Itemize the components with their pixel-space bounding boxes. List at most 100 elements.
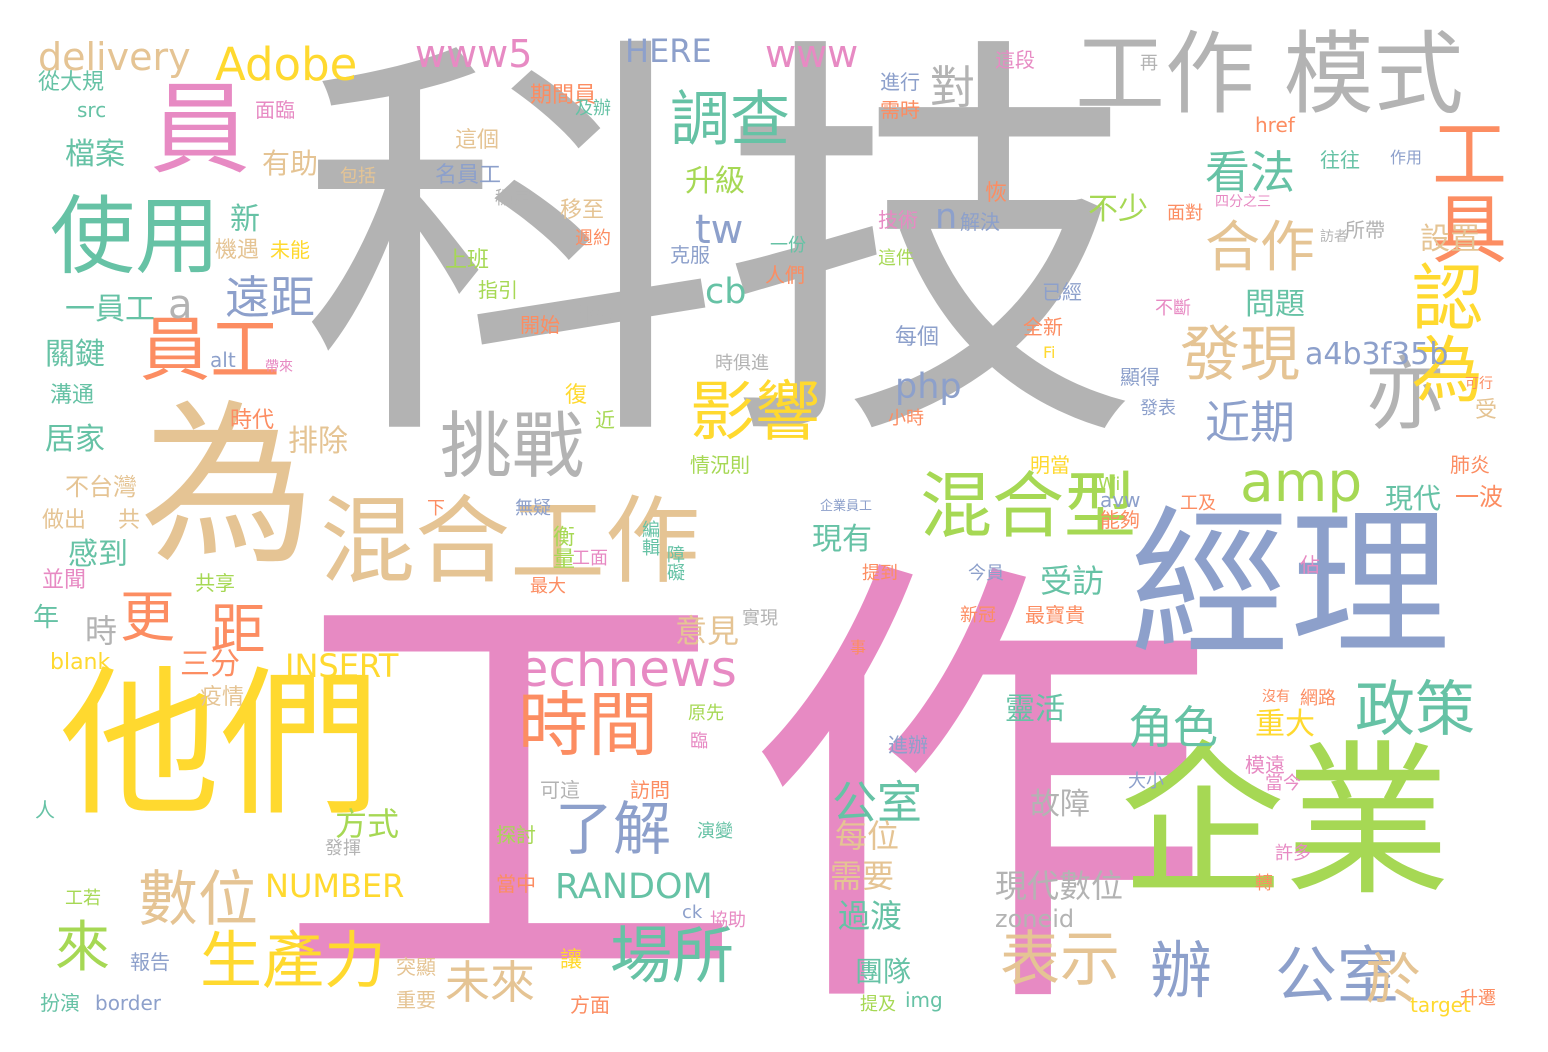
cloud-word: 共 — [118, 508, 141, 533]
cloud-word: 技術 — [878, 208, 918, 232]
cloud-word: 升級 — [685, 164, 745, 199]
cloud-word: 認為 — [1399, 260, 1483, 404]
cloud-word: 包括 — [340, 166, 376, 187]
cloud-word: php — [895, 367, 962, 407]
cloud-word: 團隊 — [855, 955, 912, 988]
cloud-word: 每位 — [835, 817, 900, 855]
cloud-word: 情況則 — [690, 453, 750, 477]
cloud-word: 可這 — [540, 778, 580, 802]
cloud-word: 原先 — [688, 703, 724, 724]
cloud-word: 員工 — [140, 309, 280, 391]
cloud-word: 做出 — [42, 508, 87, 533]
cloud-word: 這段 — [995, 48, 1035, 72]
cloud-word: 工面 — [572, 548, 608, 569]
cloud-word: src — [77, 98, 107, 122]
cloud-word: 居家 — [45, 422, 105, 457]
cloud-word: 三分 — [180, 647, 240, 682]
cloud-word: avw — [1100, 488, 1141, 512]
cloud-word: Adobe — [215, 38, 358, 91]
cloud-word: 演變 — [697, 821, 733, 842]
cloud-word: 期間員 — [530, 83, 597, 108]
cloud-word: 未能 — [270, 238, 310, 262]
cloud-word: 穩定 — [495, 188, 531, 209]
cloud-word: Wi — [1098, 474, 1121, 495]
cloud-word: 這個 — [455, 128, 500, 153]
cloud-word: href — [1255, 113, 1295, 137]
cloud-word: 工若 — [65, 888, 101, 909]
cloud-word: 亦 — [1365, 348, 1445, 441]
cloud-word: 受訪 — [1040, 562, 1105, 600]
cloud-word: 感到 — [68, 537, 128, 572]
cloud-word: 受 — [1475, 398, 1498, 423]
cloud-word: 關鍵 — [45, 337, 105, 372]
cloud-word: 移至 — [560, 198, 605, 223]
cloud-word: 這件 — [878, 248, 914, 269]
cloud-word: 模遠 — [1245, 753, 1285, 777]
cloud-word: 經理 — [1130, 491, 1451, 678]
cloud-word: a4b3f35b — [1305, 337, 1449, 372]
cloud-word: 所帶 — [1345, 218, 1385, 242]
cloud-word: 週約 — [575, 228, 611, 249]
cloud-word: 升遷 — [1460, 988, 1496, 1009]
cloud-word: 需要 — [830, 857, 895, 895]
cloud-word: 公室 — [832, 776, 923, 829]
cloud-word: 近期 — [1205, 396, 1296, 449]
cloud-word: RANDOM — [555, 867, 713, 907]
cloud-word: 現代數位 — [995, 867, 1124, 905]
cloud-word: 突顯 — [396, 955, 436, 979]
cloud-word: 對 — [930, 61, 976, 114]
cloud-word: 影響 — [690, 375, 821, 450]
cloud-word: 網路 — [1300, 688, 1336, 709]
cloud-word: 復 — [565, 383, 588, 408]
cloud-word: n — [935, 197, 958, 237]
cloud-word: 顯得 — [1120, 365, 1160, 389]
cloud-word: 機遇 — [215, 238, 260, 263]
cloud-word: 上班 — [445, 248, 490, 273]
cloud-word: border — [95, 991, 162, 1015]
cloud-word: img — [905, 988, 943, 1012]
cloud-word: 近 — [595, 408, 615, 432]
cloud-word: 一份 — [770, 235, 806, 256]
cloud-word: 混合型 — [920, 464, 1137, 548]
cloud-word: 提及 — [860, 994, 896, 1015]
cloud-word: 全新 — [1023, 315, 1063, 339]
cloud-word: 設置 — [1420, 222, 1480, 257]
cloud-word: 公室 — [1275, 939, 1400, 1012]
cloud-word: 靈活 — [1005, 692, 1065, 727]
cloud-word: www5 — [415, 32, 533, 76]
cloud-word: 事 — [850, 638, 867, 657]
cloud-word: 無疑 — [515, 498, 551, 519]
cloud-word: 已經 — [1042, 280, 1082, 304]
cloud-word: cb — [705, 272, 747, 312]
cloud-word: 遠距 — [225, 271, 316, 324]
cloud-word: 轉 — [1255, 873, 1273, 894]
cloud-word: 佔 — [1300, 553, 1320, 577]
cloud-word: 最大 — [530, 576, 566, 597]
cloud-word: alt — [210, 348, 236, 372]
cloud-word: NUMBER — [265, 867, 405, 905]
cloud-word: INSERT — [285, 647, 399, 685]
cloud-word: 疫情 — [200, 685, 245, 710]
cloud-word: 障礙 — [664, 545, 685, 581]
cloud-word: 未來 — [445, 956, 536, 1009]
cloud-word: 重大 — [1255, 707, 1315, 742]
cloud-word: 來 — [55, 915, 111, 979]
cloud-word: 方面 — [570, 993, 610, 1017]
cloud-word: 小時 — [888, 408, 924, 429]
cloud-word: 帶來 — [265, 359, 293, 375]
cloud-word: 往往 — [1320, 148, 1360, 172]
cloud-word: 訪者 — [1320, 229, 1348, 245]
cloud-word: 一波 — [1455, 483, 1503, 511]
cloud-word: zoneid — [995, 905, 1075, 933]
cloud-word: 作用 — [1390, 148, 1423, 167]
cloud-word: 現代 — [1385, 482, 1442, 515]
cloud-word: 及辦 — [575, 98, 611, 119]
cloud-word: 報告 — [130, 950, 170, 974]
cloud-word: 扮演 — [40, 991, 80, 1015]
cloud-word: 發表 — [1140, 398, 1176, 419]
cloud-word: 數位 — [138, 865, 258, 935]
cloud-word: 新冠 — [960, 605, 996, 626]
cloud-word: 從大規 — [38, 70, 105, 95]
cloud-word: 當中 — [496, 872, 536, 896]
cloud-word: 於 — [1356, 950, 1420, 1005]
